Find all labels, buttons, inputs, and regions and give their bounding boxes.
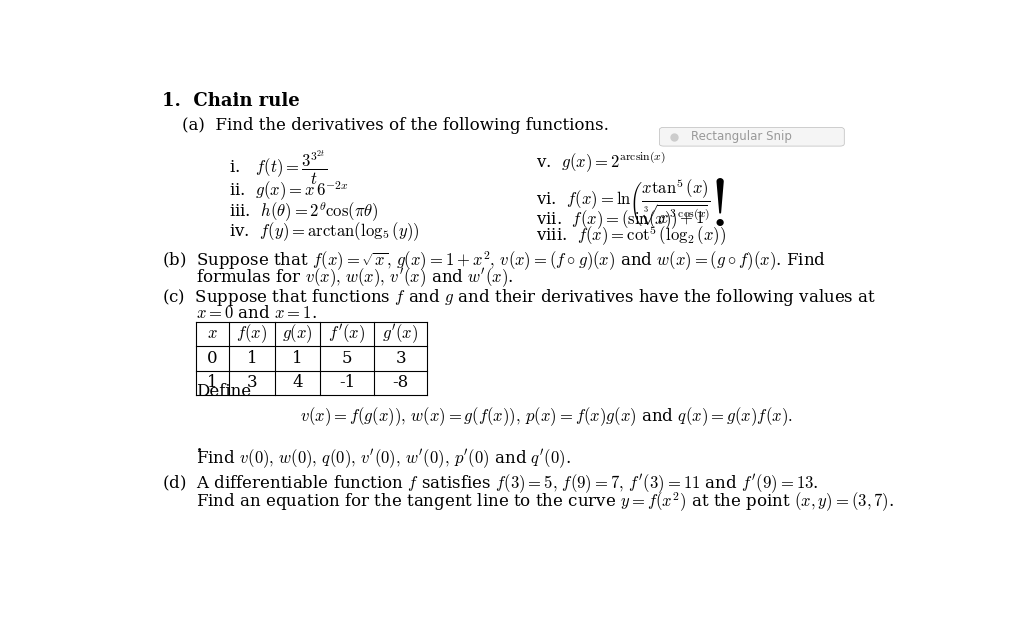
Text: (a)  Find the derivatives of the following functions.: (a) Find the derivatives of the followin…	[182, 117, 609, 134]
Text: 1.  Chain rule: 1. Chain rule	[162, 92, 300, 110]
Text: 1: 1	[207, 375, 218, 392]
Text: -8: -8	[393, 375, 409, 392]
Text: $f'(x)$: $f'(x)$	[329, 322, 365, 345]
Text: (d)  A differentiable function $f$ satisfies $f(3)=5,\, f(9)=7,\, f'(3)=11$ and : (d) A differentiable function $f$ satisf…	[162, 473, 819, 496]
Text: viii.  $f(x) = \cot^5(\log_2(x))$: viii. $f(x) = \cot^5(\log_2(x))$	[536, 224, 726, 248]
Text: 3: 3	[395, 350, 406, 367]
Text: vii.  $f(x) = (\sin(x))^{\cos(x)}$: vii. $f(x) = (\sin(x))^{\cos(x)}$	[536, 206, 709, 231]
Text: $v(x)=f(g(x)),\, w(x)=g(f(x)),\, p(x)=f(x)g(x)$ and $q(x)=g(x)f(x).$: $v(x)=f(g(x)),\, w(x)=g(f(x)),\, p(x)=f(…	[300, 405, 793, 428]
Text: 4: 4	[292, 375, 302, 392]
Text: $f(x)$: $f(x)$	[236, 322, 267, 345]
Text: Find an equation for the tangent line to the curve $y=f(x^2)$ at the point $(x,y: Find an equation for the tangent line to…	[196, 491, 894, 515]
Text: Find $v(0),\, w(0),\, q(0),\, v'(0),\, w'(0),\, p'(0)$ and $q'(0)$.: Find $v(0),\, w(0),\, q(0),\, v'(0),\, w…	[196, 448, 571, 471]
Text: .: .	[196, 434, 203, 457]
Text: iii.  $h(\theta) = 2^{\theta}\cos(\pi\theta)$: iii. $h(\theta) = 2^{\theta}\cos(\pi\the…	[229, 200, 379, 224]
Text: $g(x)$: $g(x)$	[282, 322, 313, 345]
Text: (b)  Suppose that $f(x)=\sqrt{x},\, g(x)=1+x^2,\, v(x)=(f\circ g)(x)$ and $w(x)=: (b) Suppose that $f(x)=\sqrt{x},\, g(x)=…	[162, 249, 826, 273]
Text: formulas for $v(x),\, w(x),\, v'(x)$ and $w'(x)$.: formulas for $v(x),\, w(x),\, v'(x)$ and…	[196, 267, 514, 289]
Text: 1: 1	[247, 350, 257, 367]
Text: vi.  $f(x) = \ln\!\left(\dfrac{x\tan^5(x)}{\sqrt[3]{x^3+1}}\right)$: vi. $f(x) = \ln\!\left(\dfrac{x\tan^5(x)…	[536, 176, 725, 228]
Text: v.  $g(x) = 2^{\arcsin(x)}$: v. $g(x) = 2^{\arcsin(x)}$	[536, 149, 666, 174]
Text: $x=0$ and $x=1$.: $x=0$ and $x=1$.	[196, 305, 317, 322]
Text: i.   $f(t) = \dfrac{3^{3^{2t}}}{t}$: i. $f(t) = \dfrac{3^{3^{2t}}}{t}$	[229, 149, 328, 187]
Text: ii.  $g(x) = x\,6^{-2x}$: ii. $g(x) = x\,6^{-2x}$	[229, 180, 349, 203]
Text: (c)  Suppose that functions $f$ and $g$ and their derivatives have the following: (c) Suppose that functions $f$ and $g$ a…	[162, 287, 877, 308]
Text: Define: Define	[196, 383, 252, 400]
Text: 5: 5	[342, 350, 352, 367]
Text: 1: 1	[292, 350, 302, 367]
Text: Rectangular Snip: Rectangular Snip	[691, 131, 792, 143]
Text: iv.  $f(y) = \arctan(\log_5(y))$: iv. $f(y) = \arctan(\log_5(y))$	[229, 220, 420, 243]
Text: 3: 3	[247, 375, 257, 392]
Text: $x$: $x$	[207, 326, 218, 343]
Text: -1: -1	[339, 375, 355, 392]
Text: 0: 0	[207, 350, 218, 367]
Text: $g'(x)$: $g'(x)$	[383, 322, 419, 345]
FancyBboxPatch shape	[660, 127, 844, 146]
